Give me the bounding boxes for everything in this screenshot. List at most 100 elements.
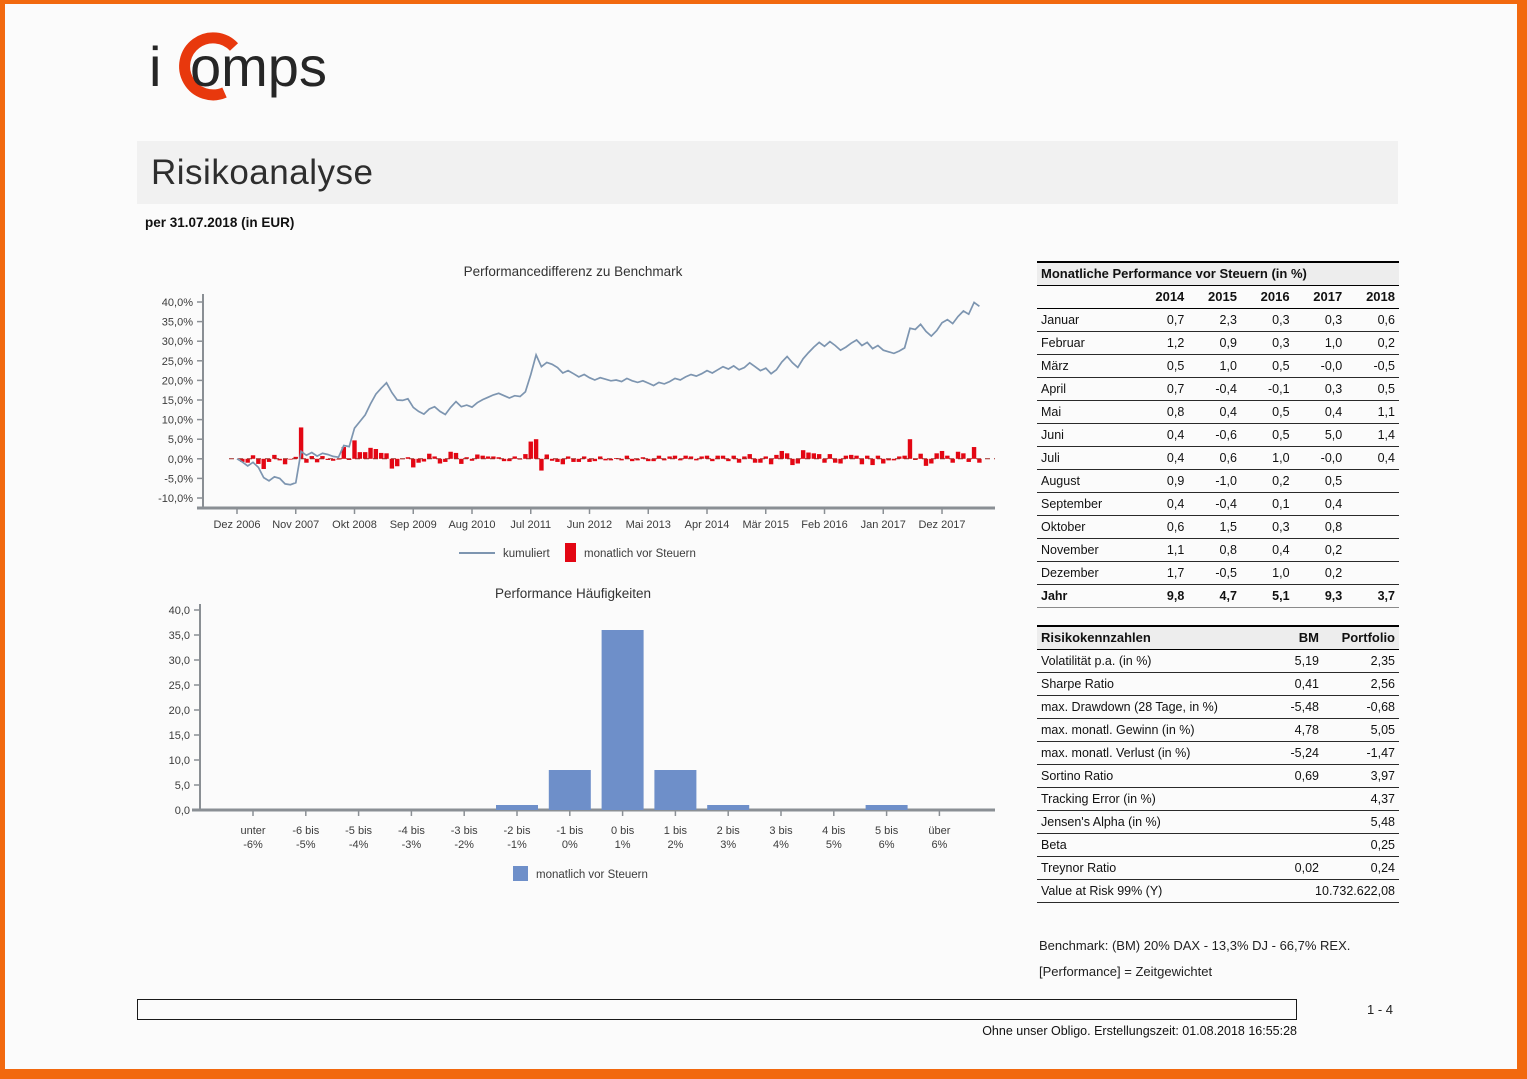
frequency-bar xyxy=(548,770,591,810)
icomps-logo: i omps xyxy=(149,32,327,101)
monthly-diff-bar xyxy=(784,453,790,459)
chart2-x-tick: -2% xyxy=(454,839,474,851)
report-date-subtitle: per 31.07.2018 (in EUR) xyxy=(145,215,295,230)
year-header: 2015 xyxy=(1188,285,1241,309)
chart2-x-tick: -5 bis xyxy=(345,825,372,837)
chart2-x-tick: 2% xyxy=(667,839,683,851)
chart1-y-tick: 25,0% xyxy=(162,356,193,368)
monthly-diff-bar xyxy=(250,455,256,459)
monthly-diff-bar xyxy=(256,458,261,464)
benchmark-notes: Benchmark: (BM) 20% DAX - 13,3% DJ - 66,… xyxy=(1039,933,1350,985)
table-row: Volatilität p.a. (in %) 5,19 2,35 xyxy=(1037,649,1399,673)
table-row: April 0,7 -0,4 -0,1 0,3 0,5 xyxy=(1037,377,1399,401)
monthly-diff-bar xyxy=(694,458,699,461)
monthly-diff-bar xyxy=(779,450,784,459)
monthly-diff-bar xyxy=(656,455,662,459)
monthly-diff-bar xyxy=(298,427,304,459)
monthly-diff-bar xyxy=(881,458,886,464)
chart2-x-tick: 0% xyxy=(562,839,578,851)
chart1-x-tick: Jul 2011 xyxy=(510,519,551,531)
monthly-diff-bar xyxy=(720,455,726,459)
performance-difference-chart: Performancedifferenz zu Benchmark 40,0% 35… xyxy=(158,264,995,562)
table-row: Januar 0,7 2,3 0,3 0,3 0,6 xyxy=(1037,308,1399,332)
monthly-diff-bar xyxy=(832,458,838,463)
monthly-diff-bar xyxy=(961,453,966,459)
chart2-x-tick: -5% xyxy=(296,839,316,851)
monthly-diff-bar xyxy=(405,457,411,459)
footer-input-box[interactable] xyxy=(137,999,1297,1020)
monthly-diff-bar xyxy=(261,458,266,469)
chart1-x-tick: Nov 2007 xyxy=(272,519,319,531)
table-row: Treynor Ratio 0,02 0,24 xyxy=(1037,856,1399,880)
chart2-x-tick: -1% xyxy=(507,839,527,851)
monthly-diff-bar xyxy=(816,454,822,459)
monthly-diff-bar xyxy=(373,449,379,459)
monthly-diff-bar xyxy=(939,450,945,459)
monthly-diff-bar xyxy=(528,441,533,459)
monthly-diff-bar xyxy=(581,456,587,459)
chart1-y-tick: 35,0% xyxy=(162,317,193,329)
monthly-diff-bar xyxy=(357,452,363,459)
monthly-diff-bar xyxy=(288,458,293,460)
monthly-diff-bar xyxy=(667,456,672,459)
monthly-diff-bar xyxy=(715,455,720,459)
table-row: max. monatl. Gewinn (in %) 4,78 5,05 xyxy=(1037,718,1399,742)
risk-col-bm: BM xyxy=(1261,625,1323,650)
table-row: November 1,1 0,8 0,4 0,2 xyxy=(1037,538,1399,562)
monthly-diff-bar xyxy=(923,458,929,466)
chart2-y-tick: 40,0 xyxy=(169,605,190,617)
logo-suffix: omps xyxy=(190,35,327,98)
risk-col-portfolio: Portfolio xyxy=(1323,625,1399,650)
monthly-diff-bar xyxy=(330,458,336,461)
chart2-x-tick: 1 bis xyxy=(664,825,688,837)
monthly-diff-bar xyxy=(469,458,475,461)
monthly-diff-bar xyxy=(849,454,854,459)
benchmark-note: Benchmark: (BM) 20% DAX - 13,3% DJ - 66,… xyxy=(1039,938,1351,953)
monthly-diff-bar xyxy=(704,455,710,459)
monthly-diff-bar xyxy=(859,458,865,465)
table-row: Jensen's Alpha (in %) 5,48 xyxy=(1037,810,1399,834)
chart1-x-tick: Apr 2014 xyxy=(685,519,730,531)
monthly-diff-bar xyxy=(854,455,859,459)
chart1-x-tick: Feb 2016 xyxy=(801,519,847,531)
chart2-x-tick: 3% xyxy=(720,839,736,851)
monthly-diff-bar xyxy=(368,447,373,459)
monthly-diff-bar xyxy=(758,458,763,463)
table-row: Sharpe Ratio 0,41 2,56 xyxy=(1037,672,1399,696)
monthly-diff-bar xyxy=(240,458,245,462)
frequency-bar xyxy=(601,630,644,810)
monthly-diff-bar xyxy=(822,458,827,463)
monthly-diff-bar xyxy=(918,453,923,459)
table-row: Jahr 9,8 4,7 5,1 9,3 3,7 xyxy=(1037,584,1399,608)
chart1-y-tick: 5,0% xyxy=(168,434,193,446)
chart1-x-tick: Sep 2009 xyxy=(390,519,437,531)
cumulative-line xyxy=(236,301,980,486)
monthly-diff-bar xyxy=(437,458,443,464)
chart2-x-tick: 5% xyxy=(826,839,842,851)
monthly-diff-bar xyxy=(891,458,897,461)
table-row: Beta 0,25 xyxy=(1037,833,1399,857)
monthly-diff-bar xyxy=(592,458,598,462)
chart2-x-tick: -3% xyxy=(402,839,422,851)
monthly-diff-bar xyxy=(421,458,427,462)
chart2-x-tick: -2 bis xyxy=(504,825,531,837)
monthly-diff-bar xyxy=(971,447,977,459)
chart1-title: Performancedifferenz zu Benchmark xyxy=(464,264,683,279)
monthly-diff-bar xyxy=(352,440,357,459)
chart1-y-tick: 0,0% xyxy=(168,454,193,466)
monthly-diff-bar xyxy=(485,456,491,459)
monthly-diff-bar xyxy=(512,456,517,459)
chart1-x-tick: Okt 2008 xyxy=(332,519,377,531)
monthly-diff-bar xyxy=(245,458,250,463)
chart2-x-tick: 6% xyxy=(879,839,895,851)
monthly-diff-bar xyxy=(603,458,608,461)
chart2-x-tick: -6% xyxy=(243,839,263,851)
chart1-y-tick: -10,0% xyxy=(158,493,193,505)
page-number: 1 - 4 xyxy=(1366,1002,1393,1017)
monthly-diff-bar xyxy=(752,458,758,463)
monthly-diff-bar xyxy=(688,456,694,459)
chart2-legend-swatch xyxy=(513,866,528,881)
frequency-bar xyxy=(654,770,697,810)
monthly-diff-bar xyxy=(539,458,544,471)
